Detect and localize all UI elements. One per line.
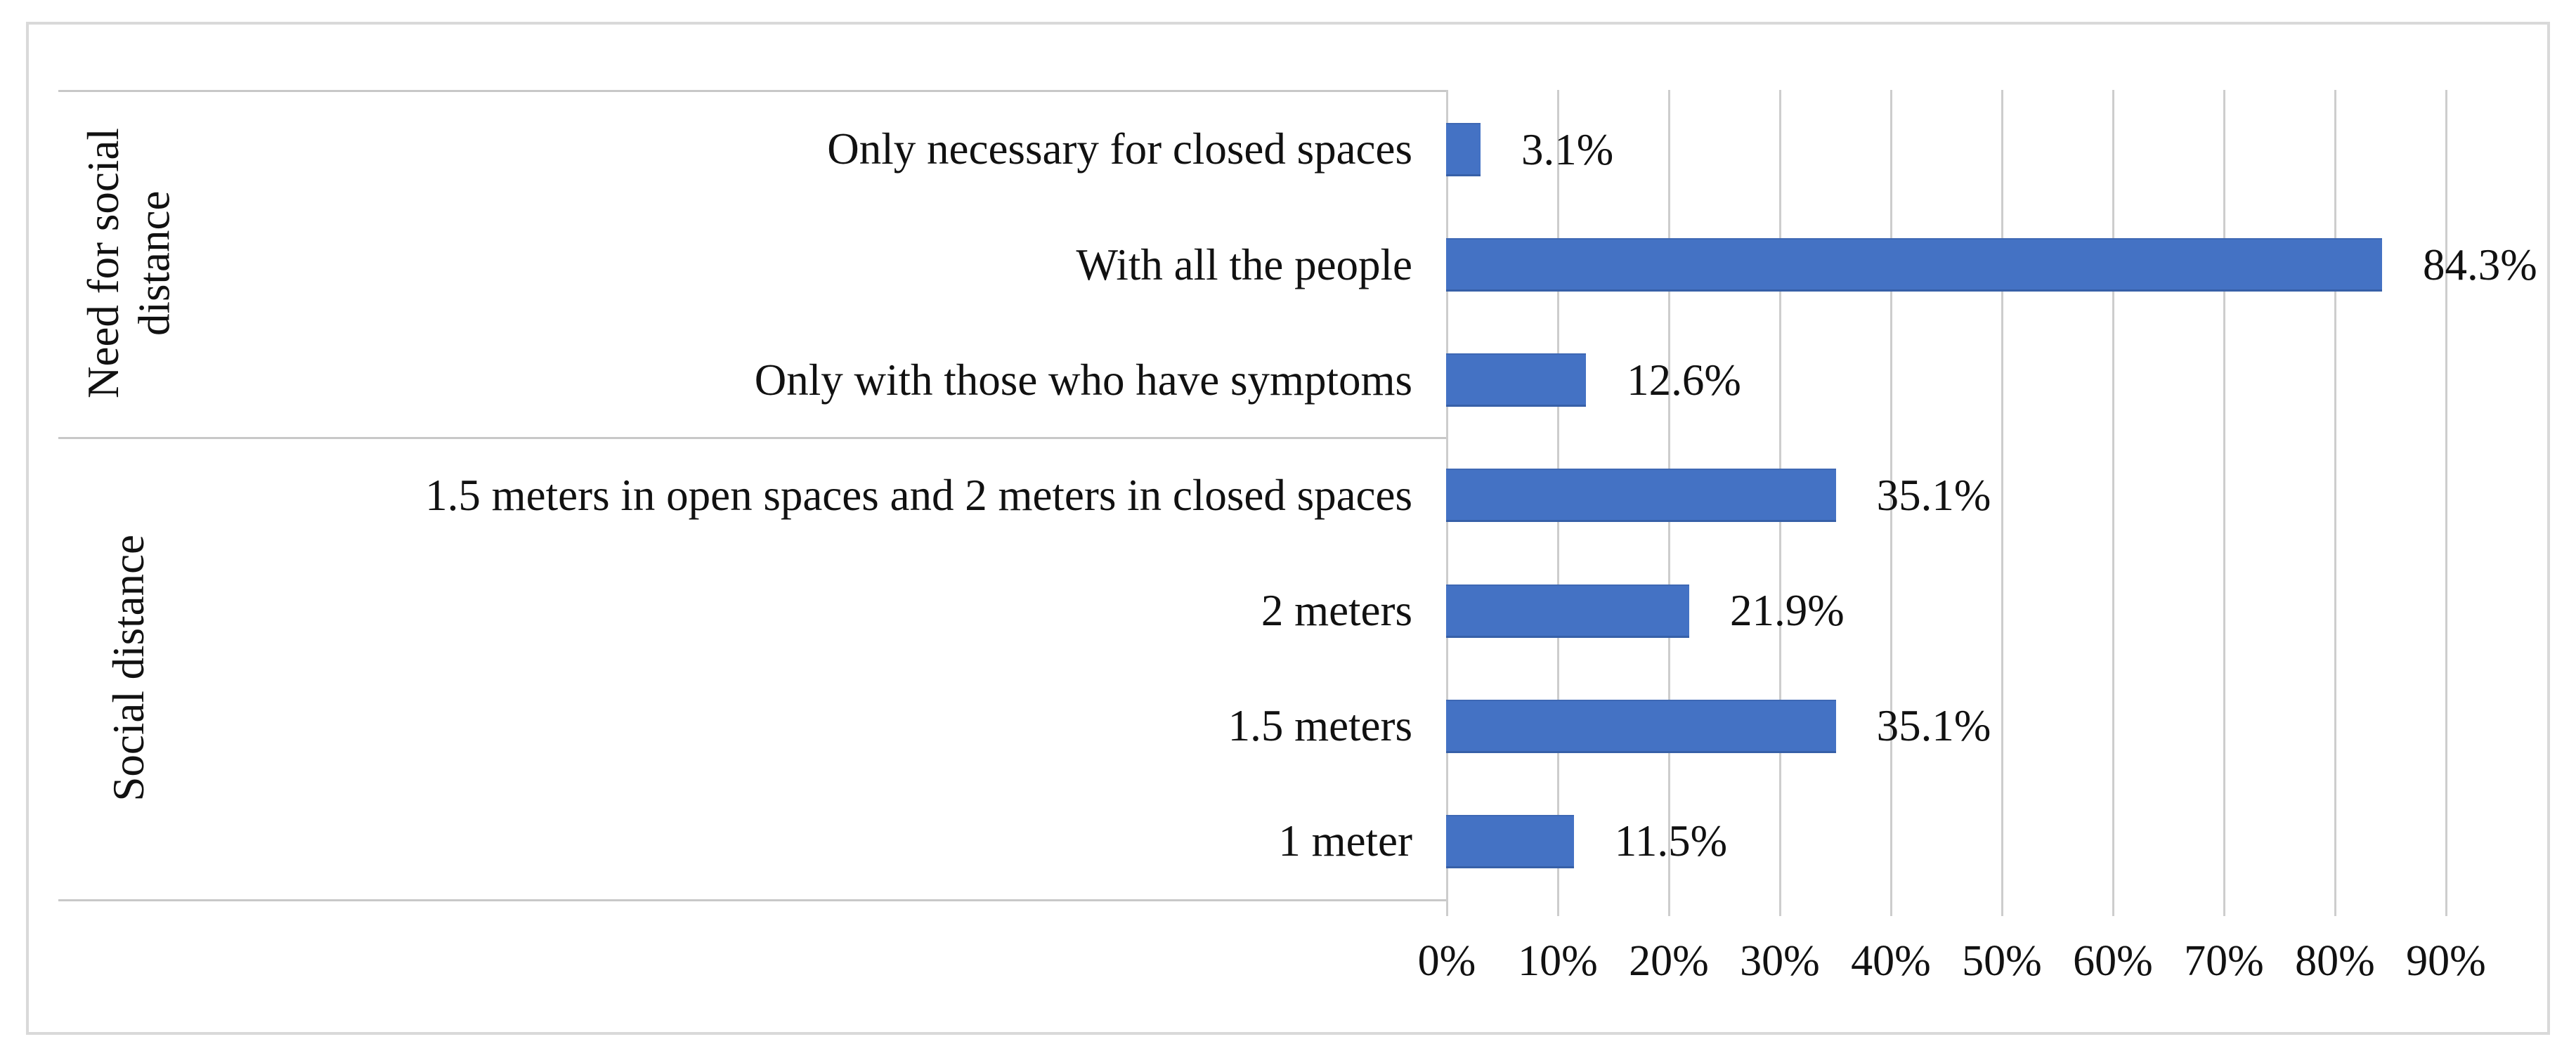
- x-tick-label: 80%: [2295, 937, 2375, 985]
- gridline: [2223, 90, 2225, 916]
- bar: [1446, 814, 1574, 868]
- value-label: 21.9%: [1730, 586, 1845, 636]
- x-tick-label: 60%: [2073, 937, 2153, 985]
- bar: [1446, 699, 1836, 753]
- table-row: 1.5 meters in open spaces and 2 meters i…: [29, 438, 2547, 553]
- category-label: 1.5 meters: [1228, 701, 1412, 751]
- gridline: [2445, 90, 2447, 916]
- bar-track: 21.9%: [1446, 554, 2547, 669]
- label-area-top-border: [58, 90, 1446, 92]
- bar-track: 35.1%: [1446, 438, 2547, 553]
- bar-track: 84.3%: [1446, 207, 2547, 322]
- x-axis: 0% 10% 20% 30% 40% 50% 60% 70% 80% 90%: [29, 25, 2547, 1032]
- x-tick-label: 0%: [1417, 937, 1476, 985]
- table-row: 2 meters 21.9%: [29, 554, 2547, 669]
- bar-track: 35.1%: [1446, 669, 2547, 784]
- bar-track: 3.1%: [1446, 92, 2547, 207]
- bar-track: 11.5%: [1446, 784, 2547, 899]
- group-separator-line: [58, 437, 1446, 439]
- x-tick-label: 30%: [1740, 937, 1820, 985]
- label-area-bottom-border: [58, 899, 1446, 901]
- table-row: With all the people 84.3%: [29, 207, 2547, 322]
- value-label: 11.5%: [1614, 816, 1728, 866]
- bar: [1446, 584, 1690, 638]
- x-tick-label: 20%: [1629, 937, 1709, 985]
- bar-rows: Only necessary for closed spaces 3.1% Wi…: [29, 92, 2547, 899]
- bar: [1446, 353, 1587, 407]
- value-label: 35.1%: [1876, 470, 1991, 520]
- table-row: 1 meter 11.5%: [29, 784, 2547, 899]
- bar-track: 12.6%: [1446, 322, 2547, 438]
- category-label: 1 meter: [1278, 816, 1412, 866]
- category-label: Only necessary for closed spaces: [827, 124, 1412, 174]
- bar-chart: Only necessary for closed spaces 3.1% Wi…: [29, 25, 2547, 1032]
- table-row: 1.5 meters 35.1%: [29, 669, 2547, 784]
- category-label: 2 meters: [1261, 585, 1412, 635]
- x-tick-label: 70%: [2184, 937, 2264, 985]
- table-row: Only necessary for closed spaces 3.1%: [29, 92, 2547, 207]
- x-tick-label: 50%: [1962, 937, 2042, 985]
- value-label: 12.6%: [1627, 355, 1741, 405]
- table-row: Only with those who have symptoms 12.6%: [29, 322, 2547, 438]
- value-label: 35.1%: [1876, 701, 1991, 751]
- bar: [1446, 469, 1836, 523]
- value-label: 84.3%: [2422, 240, 2537, 289]
- value-label: 3.1%: [1521, 124, 1614, 174]
- category-label: Only with those who have symptoms: [754, 355, 1412, 405]
- bar: [1446, 238, 2382, 292]
- gridline: [1890, 90, 1892, 916]
- category-label: 1.5 meters in open spaces and 2 meters i…: [425, 470, 1412, 520]
- gridline: [2334, 90, 2336, 916]
- gridline: [2112, 90, 2114, 916]
- chart-frame: Only necessary for closed spaces 3.1% Wi…: [26, 22, 2550, 1035]
- x-tick-label: 10%: [1518, 937, 1598, 985]
- x-tick-label: 40%: [1851, 937, 1931, 985]
- gridline: [2001, 90, 2003, 916]
- category-label: With all the people: [1076, 240, 1412, 289]
- x-tick-label: 90%: [2406, 937, 2486, 985]
- bar: [1446, 123, 1481, 177]
